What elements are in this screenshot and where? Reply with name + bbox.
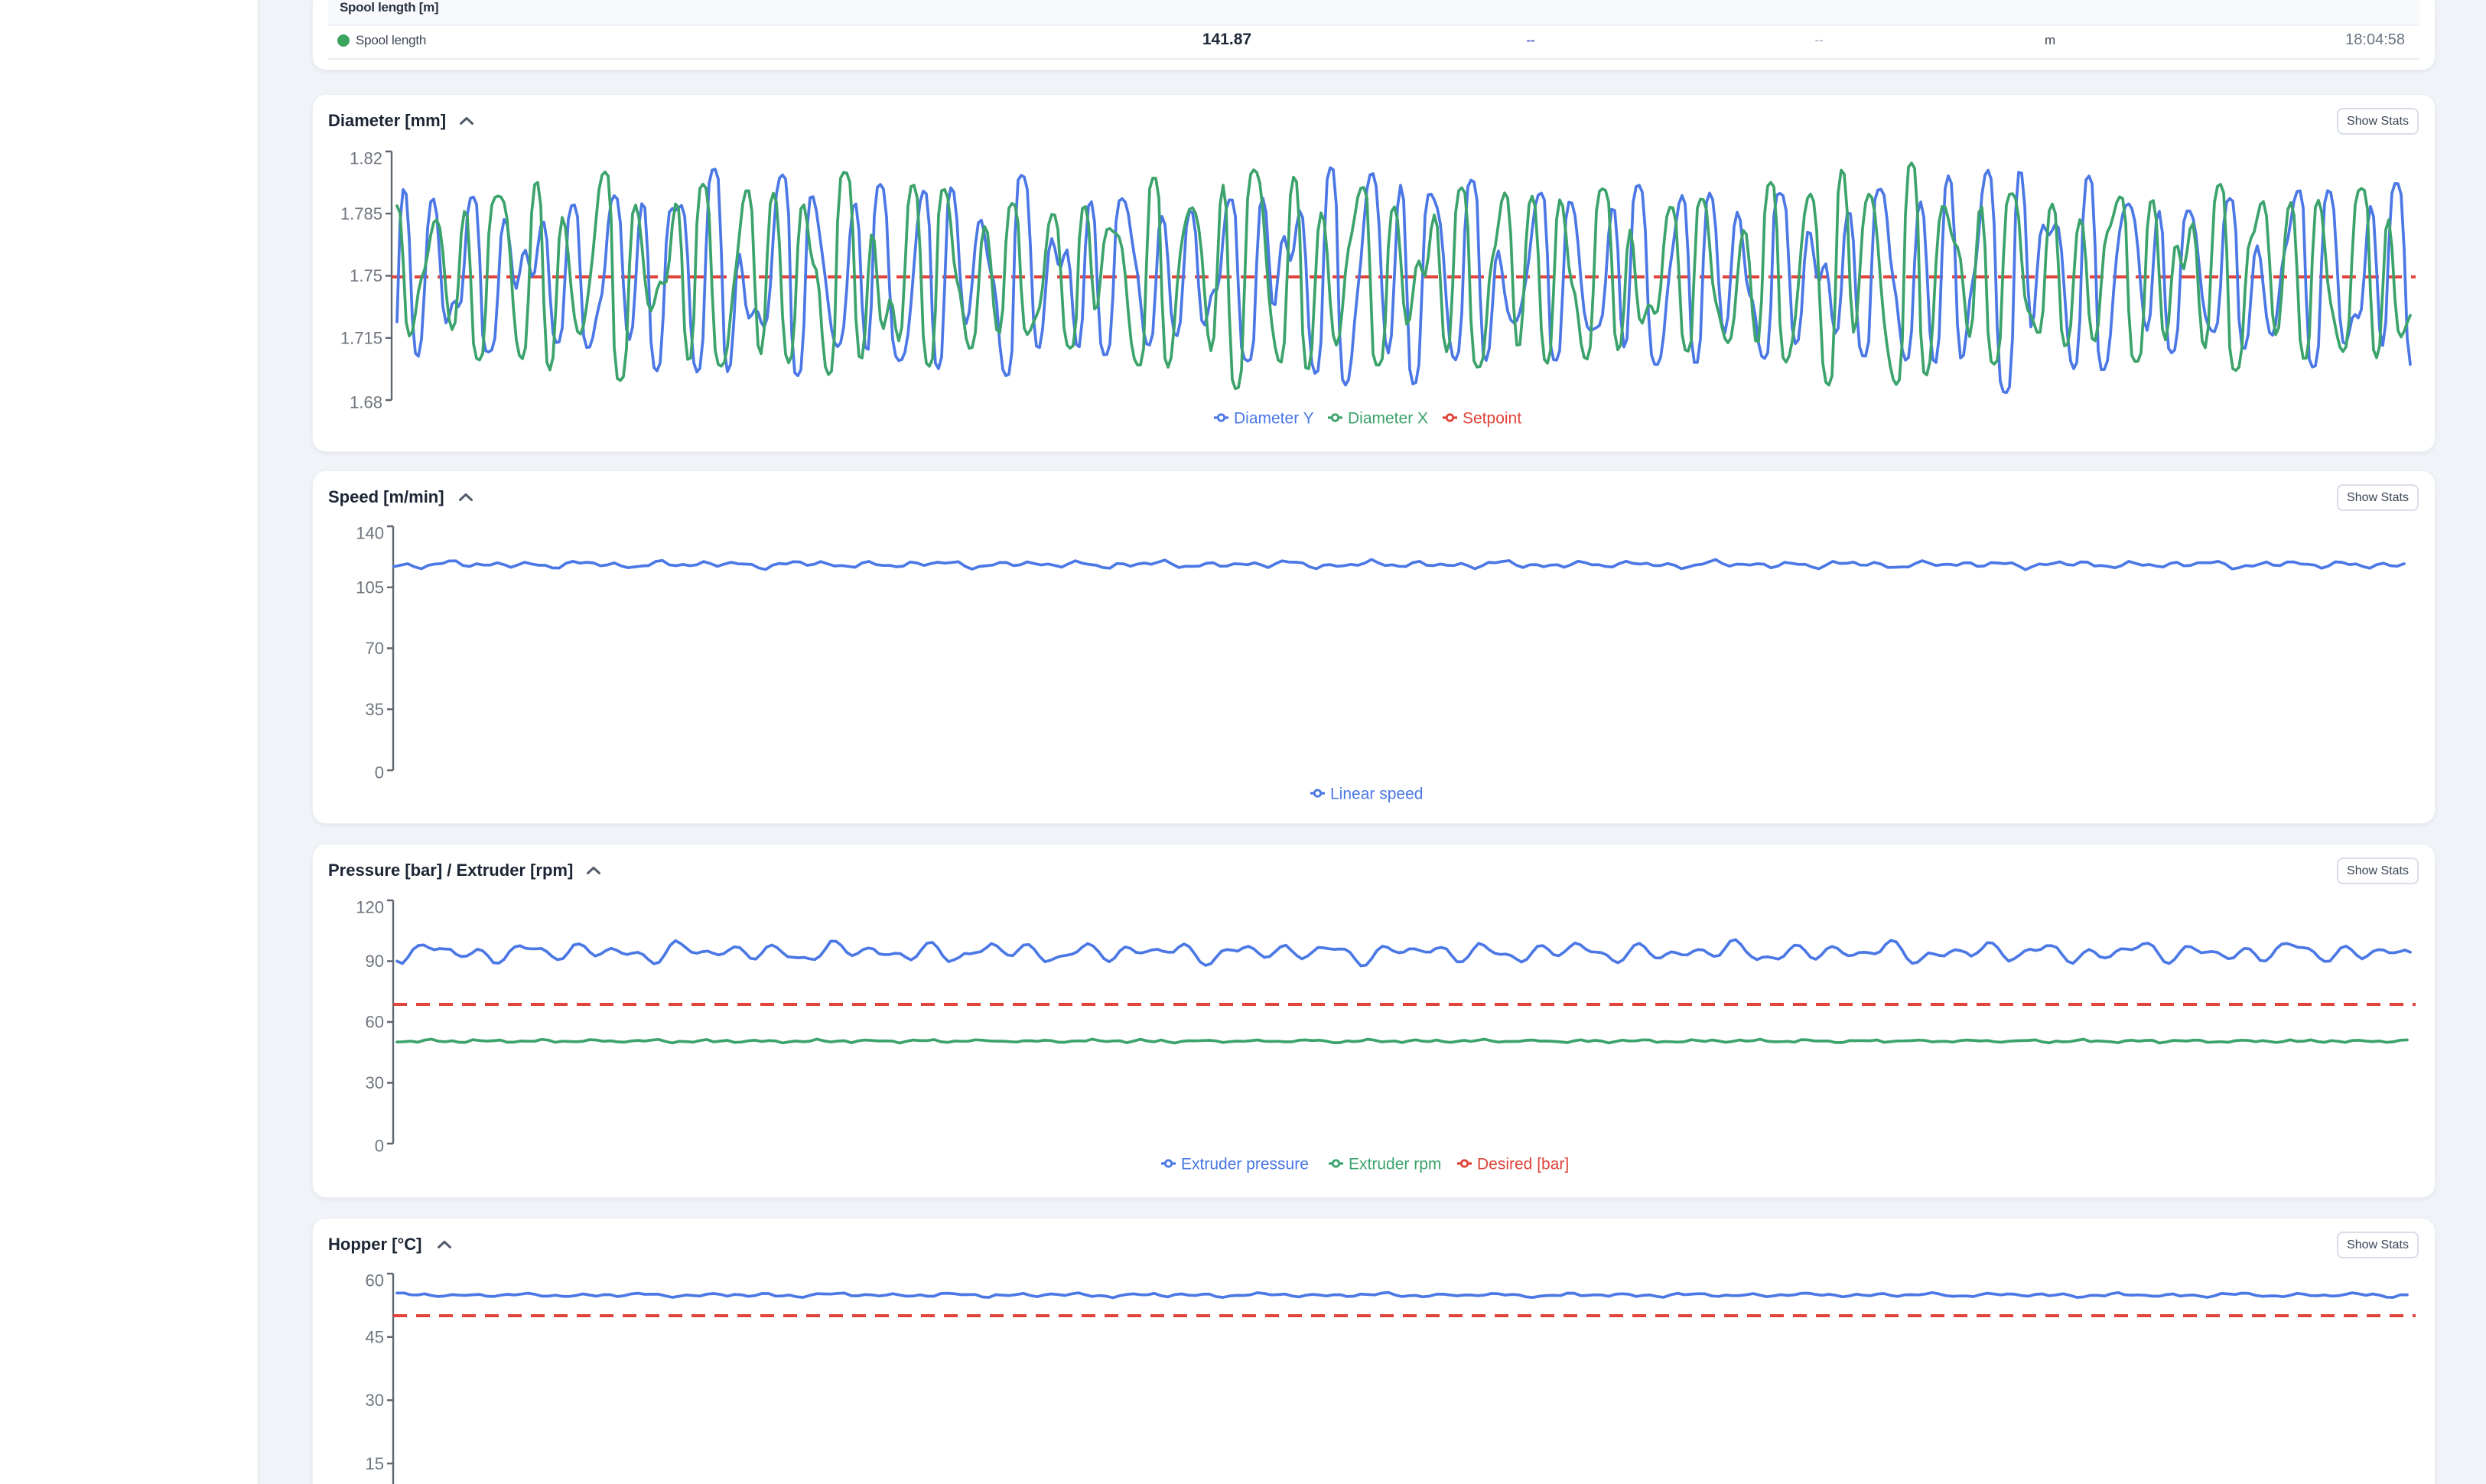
svg-text:0: 0 xyxy=(375,1137,384,1156)
svg-text:90: 90 xyxy=(366,952,384,971)
svg-text:105: 105 xyxy=(356,578,384,597)
svg-text:1.75: 1.75 xyxy=(350,266,382,285)
svg-text:Setpoint: Setpoint xyxy=(1463,409,1521,427)
svg-text:120: 120 xyxy=(356,898,384,917)
svg-text:30: 30 xyxy=(366,1391,384,1410)
svg-text:Linear speed: Linear speed xyxy=(1330,785,1423,802)
svg-text:60: 60 xyxy=(366,1271,384,1290)
svg-text:0: 0 xyxy=(375,763,384,783)
svg-text:1.785: 1.785 xyxy=(340,204,382,223)
svg-text:70: 70 xyxy=(366,639,384,658)
svg-text:60: 60 xyxy=(366,1013,384,1032)
svg-text:45: 45 xyxy=(366,1327,384,1346)
svg-text:15: 15 xyxy=(366,1454,384,1473)
svg-text:Desired [bar]: Desired [bar] xyxy=(1477,1155,1569,1173)
svg-text:Extruder pressure: Extruder pressure xyxy=(1181,1155,1309,1173)
svg-text:Diameter Y: Diameter Y xyxy=(1234,409,1314,427)
svg-text:1.68: 1.68 xyxy=(350,393,382,412)
svg-text:30: 30 xyxy=(366,1073,384,1092)
svg-text:Diameter X: Diameter X xyxy=(1348,409,1428,427)
svg-text:1.82: 1.82 xyxy=(350,149,382,168)
svg-text:1.715: 1.715 xyxy=(340,328,382,347)
svg-text:35: 35 xyxy=(366,700,384,719)
svg-text:140: 140 xyxy=(356,524,384,543)
svg-text:Extruder rpm: Extruder rpm xyxy=(1349,1155,1441,1173)
